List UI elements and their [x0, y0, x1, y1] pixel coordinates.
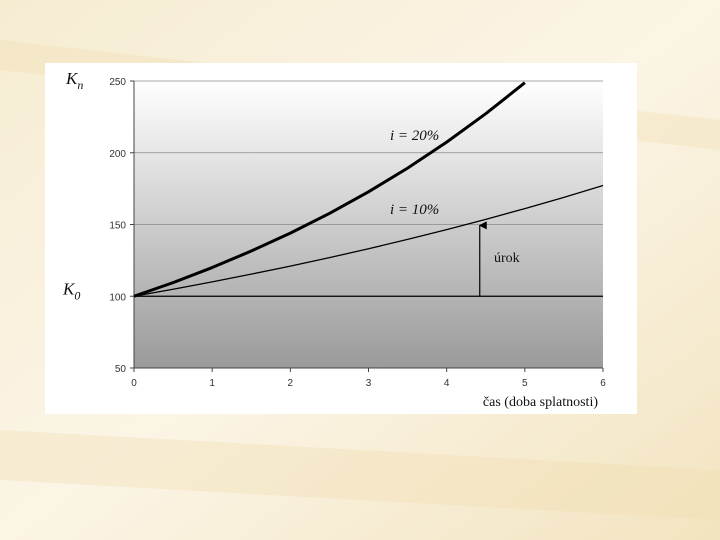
x-tick-label: 5	[522, 378, 528, 389]
series-line	[133, 184, 604, 297]
x-tick-label: 4	[444, 378, 450, 389]
k0-sub: 0	[74, 288, 80, 302]
x-tick-label: 3	[366, 378, 372, 389]
streak	[0, 430, 720, 520]
x-tick-label: 2	[288, 378, 294, 389]
y-tick-label: 250	[109, 77, 126, 88]
k0-main: K	[62, 279, 76, 298]
x-tick-label: 0	[131, 378, 137, 389]
series-line	[133, 81, 526, 298]
series-label: i = 20%	[390, 128, 439, 144]
y-tick-label: 100	[109, 292, 126, 303]
y-tick-label: 50	[115, 364, 127, 375]
plot: 50 100 150 200 250 0 1 2 3 4 5 6 i = 20% i = 10% úrok	[109, 77, 606, 389]
k0-label: K0	[62, 279, 80, 302]
series-label: i = 10%	[390, 202, 439, 218]
y-tick-label: 200	[109, 149, 126, 160]
interest-label: úrok	[494, 251, 520, 266]
y-axis-label: Kn	[65, 69, 83, 92]
x-tick-label: 6	[600, 378, 606, 389]
y-tick-label: 150	[109, 221, 126, 232]
y-label-sub: n	[77, 78, 83, 92]
y-label-main: K	[65, 69, 79, 88]
x-axis-label: čas (doba splatnosti)	[483, 395, 598, 410]
x-tick-label: 1	[209, 378, 215, 389]
